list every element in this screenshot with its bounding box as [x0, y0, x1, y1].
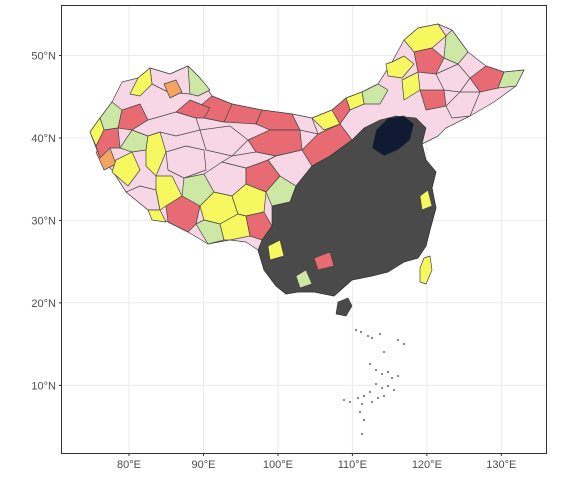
y-tick-label: 20°N — [31, 298, 56, 310]
region-ne-2 — [443, 29, 469, 65]
hainan-island — [335, 297, 353, 317]
region-e-1 — [419, 189, 433, 211]
region-xj-15 — [175, 99, 211, 119]
region-ne-7 — [497, 69, 525, 89]
region-xj-11 — [111, 151, 141, 187]
x-tick-label: 80°E — [117, 459, 141, 471]
x-tick-label: 120°E — [412, 459, 442, 471]
y-tick-label: 50°N — [31, 50, 56, 62]
y-tick-label: 40°N — [31, 133, 56, 145]
region-xj-4 — [129, 67, 153, 97]
region-ne-4 — [385, 55, 415, 79]
beijing-cluster-region — [371, 115, 415, 157]
region-xj-16 — [165, 145, 207, 179]
region-ne-10 — [445, 91, 481, 119]
east-china-dense-region — [257, 115, 437, 297]
region-xj-17 — [199, 125, 249, 157]
region-e-3 — [267, 239, 285, 261]
x-tick-label: 90°E — [191, 459, 215, 471]
taiwan-island — [419, 255, 433, 285]
map-regions — [89, 23, 525, 317]
region-xj-5 — [199, 95, 233, 123]
region-ne-5 — [435, 63, 471, 93]
region-tb-16 — [147, 209, 167, 223]
y-tick-label: 10°N — [31, 380, 56, 392]
map-axes: 80°E 90°E 100°E 110°E 120°E 130°E 10°N 20°N 30°N… — [31, 50, 516, 471]
south-china-sea-islands — [343, 329, 405, 435]
y-tick-label: 30°N — [31, 215, 56, 227]
x-tick-label: 130°E — [486, 459, 516, 471]
region-ne-3 — [413, 47, 445, 75]
region-e-4 — [295, 269, 313, 289]
region-xj-10 — [95, 127, 121, 159]
x-tick-label: 100°E — [263, 459, 293, 471]
x-tick-label: 110°E — [338, 459, 367, 471]
panel-border — [61, 5, 547, 454]
region-xj-2 — [163, 79, 183, 99]
region-xj-3 — [187, 65, 211, 97]
region-nm-5 — [331, 97, 351, 125]
region-e-2 — [313, 251, 335, 271]
region-tb-9 — [195, 219, 225, 245]
